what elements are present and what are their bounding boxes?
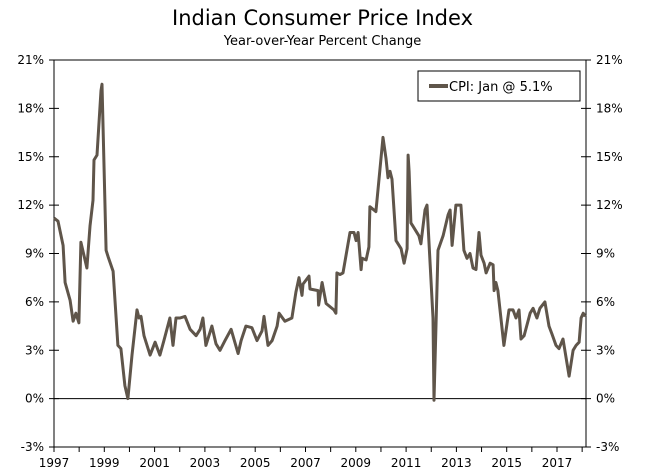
x-tick-label: 2003 [190, 456, 221, 470]
y-tick-label-left: 9% [25, 247, 44, 261]
legend-label: CPI: Jan @ 5.1% [449, 80, 553, 95]
y-tick-label-right: 9% [596, 247, 615, 261]
x-tick-label: 1997 [39, 456, 70, 470]
y-tick-label-right: 12% [596, 198, 623, 212]
x-tick-label: 2017 [542, 456, 573, 470]
y-tick-label-left: 6% [25, 295, 44, 309]
chart-title: Indian Consumer Price Index [172, 6, 473, 30]
legend: CPI: Jan @ 5.1% [417, 70, 581, 102]
x-tick-label: 2011 [391, 456, 422, 470]
x-tick-label: 2005 [240, 456, 271, 470]
x-tick-label: 2007 [290, 456, 321, 470]
y-axis-right: -3% 0% 3% 6% 9% 12% 15% 18% 21% [581, 53, 623, 454]
y-tick-label-left: 12% [17, 198, 44, 212]
y-tick-label-right: 15% [596, 150, 623, 164]
chart-subtitle: Year-over-Year Percent Change [223, 34, 422, 49]
y-tick-label-right: 0% [596, 392, 615, 406]
y-tick-label-left: 21% [17, 53, 44, 67]
x-axis: 1997 1999 2001 2003 2005 2007 2009 2011 2013 2015… [39, 447, 583, 470]
y-tick-label-right: 6% [596, 295, 615, 309]
y-tick-label-left: 18% [17, 101, 44, 115]
y-tick-label-right: -3% [596, 440, 619, 454]
y-tick-label-right: 21% [596, 53, 623, 67]
x-tick-label: 2013 [441, 456, 472, 470]
y-axis-left: -3% 0% 3% 6% 9% 12% 15% 18% 21% [17, 53, 59, 454]
y-tick-label-right: 18% [596, 101, 623, 115]
y-tick-label-left: 15% [17, 150, 44, 164]
x-tick-label: 2009 [341, 456, 372, 470]
y-tick-label-left: 3% [25, 343, 44, 357]
x-tick-label: 1999 [89, 456, 120, 470]
y-tick-label-left: 0% [25, 392, 44, 406]
cpi-series-line [53, 82, 587, 402]
plot-area-frame [53, 59, 587, 448]
x-tick-label: 2015 [491, 456, 522, 470]
y-tick-label-right: 3% [596, 343, 615, 357]
y-tick-label-left: -3% [21, 440, 44, 454]
x-tick-label: 2001 [139, 456, 170, 470]
